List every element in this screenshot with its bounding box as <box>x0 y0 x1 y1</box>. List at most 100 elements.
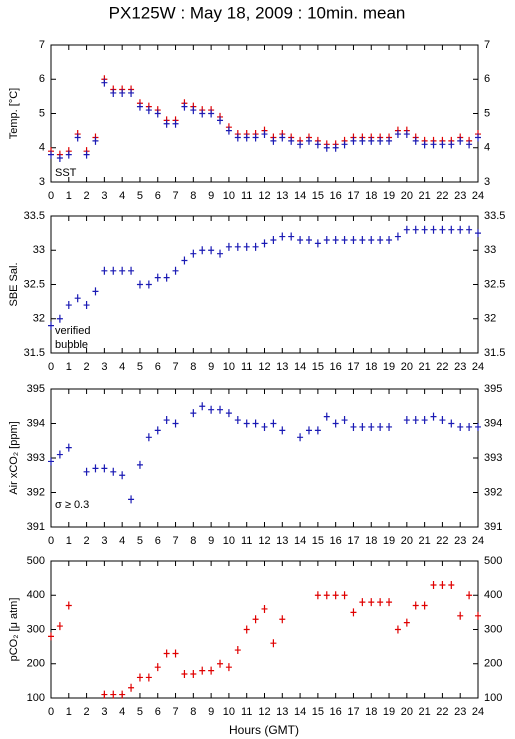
x-tick-label: 5 <box>137 706 143 718</box>
x-tick-label: 13 <box>276 706 288 718</box>
data-point <box>359 136 366 145</box>
data-point <box>163 273 170 282</box>
x-tick-label: 12 <box>258 190 270 202</box>
data-point <box>288 136 295 145</box>
x-tick-label: 5 <box>137 535 143 547</box>
y-tick-label-right: 32.5 <box>484 278 505 290</box>
data-point <box>190 249 197 258</box>
x-tick-label: 20 <box>401 706 413 718</box>
data-point <box>145 673 152 682</box>
data-point <box>439 140 446 149</box>
x-tick-label: 18 <box>365 535 377 547</box>
y-tick-label-right: 3 <box>484 176 490 188</box>
data-point <box>377 136 384 145</box>
data-point <box>136 280 143 289</box>
x-tick-label: 3 <box>101 361 107 373</box>
data-point <box>101 266 108 275</box>
x-tick-label: 4 <box>119 535 125 547</box>
x-tick-label: 16 <box>330 190 342 202</box>
x-tick-label: 15 <box>312 190 324 202</box>
y-tick-label-right: 393 <box>484 452 502 464</box>
data-point <box>110 467 117 476</box>
x-tick-label: 16 <box>330 535 342 547</box>
x-tick-label: 10 <box>223 190 235 202</box>
x-tick-label: 20 <box>401 535 413 547</box>
data-point <box>110 690 117 699</box>
data-point <box>270 639 277 648</box>
data-point <box>430 580 437 589</box>
data-point <box>332 419 339 428</box>
annotation: SST <box>55 167 77 179</box>
data-point <box>65 601 72 610</box>
x-tick-label: 10 <box>223 361 235 373</box>
x-tick-label: 11 <box>241 535 252 547</box>
x-tick-label: 24 <box>472 361 484 373</box>
x-tick-label: 20 <box>401 361 413 373</box>
data-point <box>48 321 54 330</box>
x-tick-label: 22 <box>436 535 448 547</box>
data-point <box>190 409 197 418</box>
x-tick-label: 18 <box>365 706 377 718</box>
data-point <box>448 225 455 234</box>
data-point <box>208 666 215 675</box>
data-point <box>234 133 241 142</box>
data-point <box>350 235 357 244</box>
x-tick-label: 12 <box>258 535 270 547</box>
data-point <box>466 591 473 600</box>
data-point <box>128 683 135 692</box>
data-point <box>56 154 63 163</box>
data-point <box>332 143 339 152</box>
x-tick-label: 8 <box>190 535 196 547</box>
x-tick-label: 23 <box>454 535 466 547</box>
x-tick-label: 7 <box>172 706 178 718</box>
x-tick-label: 5 <box>137 190 143 202</box>
x-tick-label: 7 <box>172 190 178 202</box>
data-point <box>377 422 384 431</box>
x-tick-label: 6 <box>155 361 161 373</box>
x-tick-label: 18 <box>365 361 377 373</box>
data-point <box>128 266 135 275</box>
y-tick-label-right: 5 <box>484 107 490 119</box>
data-point <box>386 136 393 145</box>
x-tick-label: 17 <box>347 535 359 547</box>
data-point <box>412 225 419 234</box>
x-tick-label: 13 <box>276 190 288 202</box>
x-tick-label: 7 <box>172 361 178 373</box>
data-point <box>421 601 428 610</box>
data-point <box>368 235 375 244</box>
data-point <box>243 419 250 428</box>
x-tick-label: 8 <box>190 361 196 373</box>
data-point <box>305 136 312 145</box>
x-tick-label: 17 <box>347 361 359 373</box>
data-point <box>279 426 286 435</box>
x-tick-label: 2 <box>84 361 90 373</box>
data-point <box>314 140 321 149</box>
data-point <box>154 273 161 282</box>
data-point <box>145 433 152 442</box>
data-point <box>386 598 393 607</box>
x-tick-label: 10 <box>223 706 235 718</box>
y-tick-label-right: 100 <box>484 692 502 704</box>
data-point <box>110 266 117 275</box>
data-point <box>430 225 437 234</box>
y-tick-label: 391 <box>27 521 45 533</box>
y-tick-label: 300 <box>27 623 45 635</box>
data-point <box>234 242 241 251</box>
data-point <box>377 235 384 244</box>
plot-frame <box>50 44 479 183</box>
data-point <box>56 314 63 323</box>
data-point <box>74 294 81 303</box>
data-point <box>199 666 206 675</box>
data-point <box>448 140 455 149</box>
data-point <box>386 235 393 244</box>
data-point <box>305 235 312 244</box>
data-point <box>359 598 366 607</box>
x-tick-label: 4 <box>119 361 125 373</box>
data-point <box>377 598 384 607</box>
x-tick-label: 21 <box>419 361 431 373</box>
data-point <box>74 133 81 142</box>
annotation: bubble <box>55 339 88 351</box>
data-point <box>92 287 99 296</box>
data-point <box>359 422 366 431</box>
